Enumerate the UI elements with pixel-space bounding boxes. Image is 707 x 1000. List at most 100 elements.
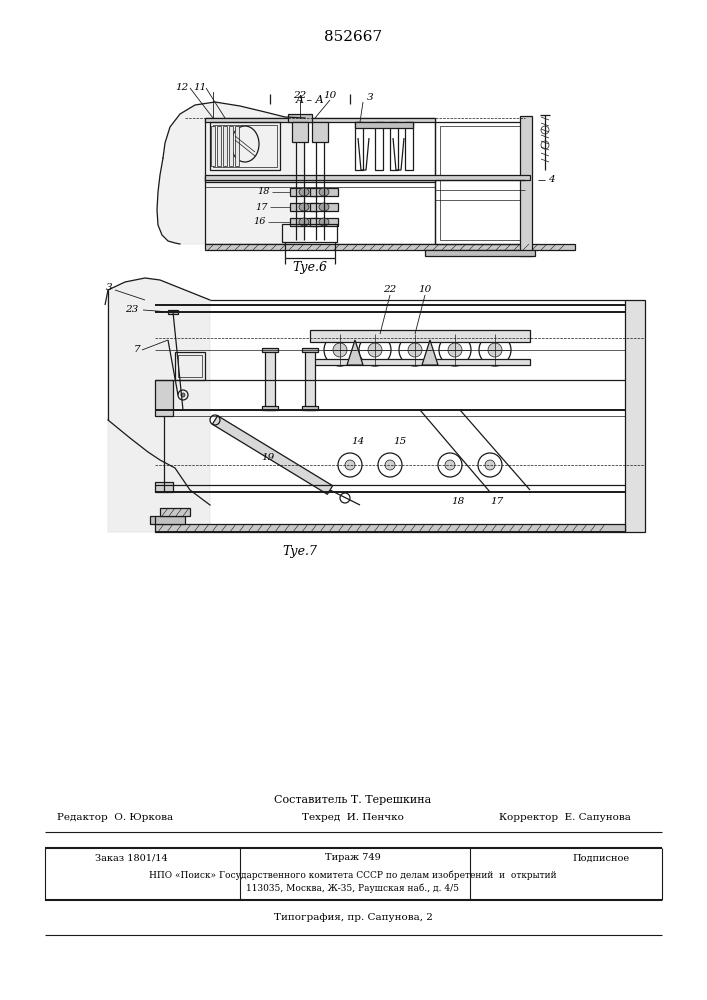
Bar	[205, 244, 575, 250]
Bar	[223, 126, 227, 166]
Text: 12: 12	[175, 84, 189, 93]
Circle shape	[445, 460, 455, 470]
Bar	[155, 482, 173, 492]
Polygon shape	[347, 340, 363, 365]
Bar	[312, 122, 328, 142]
Text: НПО «Поиск» Государственного комитета СССР по делам изобретений  и  открытий: НПО «Поиск» Государственного комитета СС…	[149, 870, 557, 880]
Text: 18: 18	[451, 497, 464, 506]
Bar	[310, 203, 338, 211]
Text: Подписное: Подписное	[573, 854, 630, 862]
Text: 10: 10	[419, 286, 432, 294]
Text: Составитель Т. Терешкина: Составитель Т. Терешкина	[274, 795, 432, 805]
Text: 15: 15	[393, 438, 407, 446]
Circle shape	[488, 343, 502, 357]
Bar	[405, 122, 413, 170]
Bar	[625, 300, 645, 532]
Text: 17: 17	[491, 497, 503, 506]
Bar	[290, 203, 318, 211]
Text: 113035, Москва, Ж-35, Раушская наб., д. 4/5: 113035, Москва, Ж-35, Раушская наб., д. …	[247, 883, 460, 893]
Bar	[520, 116, 532, 256]
Bar	[310, 218, 338, 226]
Text: Техред  И. Пенчко: Техред И. Пенчко	[302, 814, 404, 822]
Ellipse shape	[299, 203, 309, 211]
Bar	[205, 177, 435, 182]
Bar	[175, 352, 205, 380]
Bar	[262, 348, 278, 352]
Bar	[211, 126, 215, 166]
Bar	[290, 188, 318, 196]
Bar	[160, 508, 190, 516]
Bar	[210, 122, 280, 170]
Polygon shape	[108, 278, 210, 532]
Ellipse shape	[299, 218, 309, 226]
Ellipse shape	[319, 188, 329, 196]
Circle shape	[408, 343, 422, 357]
Bar	[168, 310, 178, 314]
Text: 3: 3	[367, 94, 373, 103]
Bar	[205, 118, 435, 244]
Text: Корректор  Е. Сапунова: Корректор Е. Сапунова	[499, 814, 631, 822]
Text: Заказ 1801/14: Заказ 1801/14	[95, 854, 168, 862]
Circle shape	[385, 460, 395, 470]
Ellipse shape	[299, 188, 309, 196]
Text: 22: 22	[293, 91, 307, 100]
Bar	[288, 114, 312, 122]
Bar	[355, 122, 363, 170]
Text: Тираж 749: Тираж 749	[325, 854, 381, 862]
Circle shape	[485, 460, 495, 470]
Text: A – A: A – A	[296, 95, 325, 105]
Bar	[390, 122, 398, 170]
Bar	[310, 188, 338, 196]
Bar	[205, 118, 435, 122]
Text: 10: 10	[323, 91, 337, 100]
Bar	[155, 380, 173, 416]
Bar	[205, 175, 530, 180]
Text: 23: 23	[124, 306, 138, 314]
Text: 3: 3	[106, 284, 113, 292]
Bar	[265, 350, 275, 410]
Circle shape	[345, 460, 355, 470]
Text: 7: 7	[134, 346, 140, 355]
Text: 19: 19	[262, 454, 274, 462]
Text: Τуе.6: Τуе.6	[293, 260, 327, 273]
Bar	[425, 250, 535, 256]
Text: 4: 4	[548, 176, 554, 184]
Bar	[150, 516, 185, 524]
Bar	[217, 126, 221, 166]
Bar	[302, 348, 318, 352]
Bar	[310, 359, 530, 365]
Polygon shape	[212, 416, 332, 494]
Circle shape	[368, 343, 382, 357]
Bar	[262, 406, 278, 410]
Bar	[229, 126, 233, 166]
Text: 14: 14	[351, 438, 365, 446]
Bar	[302, 406, 318, 410]
Polygon shape	[422, 340, 438, 365]
Bar	[435, 122, 525, 244]
Text: 18: 18	[257, 188, 270, 196]
Bar	[375, 122, 383, 170]
Ellipse shape	[319, 203, 329, 211]
Bar	[440, 126, 520, 240]
Bar	[292, 122, 308, 142]
Text: 22: 22	[383, 286, 397, 294]
Bar	[213, 125, 277, 167]
Bar	[282, 224, 337, 242]
Text: 11: 11	[194, 84, 206, 93]
Text: 16: 16	[254, 218, 266, 227]
Ellipse shape	[319, 218, 329, 226]
Bar	[305, 350, 315, 410]
Bar	[178, 355, 202, 377]
Bar	[155, 524, 625, 532]
Circle shape	[181, 393, 185, 397]
Text: 17: 17	[255, 202, 268, 212]
Text: 852667: 852667	[324, 30, 382, 44]
Bar	[290, 218, 318, 226]
Bar	[310, 330, 530, 342]
Bar	[235, 126, 239, 166]
Polygon shape	[157, 102, 305, 244]
Text: Τуе.7: Τуе.7	[283, 546, 317, 558]
Circle shape	[333, 343, 347, 357]
Circle shape	[448, 343, 462, 357]
Bar	[355, 122, 413, 128]
